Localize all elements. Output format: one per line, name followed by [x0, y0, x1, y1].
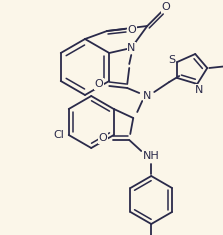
Text: Cl: Cl [53, 130, 64, 140]
Text: O: O [99, 133, 108, 143]
Text: O: O [128, 25, 136, 35]
Text: N: N [143, 91, 151, 101]
Text: N: N [195, 85, 203, 95]
Text: N: N [127, 43, 135, 53]
Text: NH: NH [143, 151, 160, 161]
Text: O: O [162, 2, 171, 12]
Text: O: O [95, 79, 104, 89]
Text: S: S [169, 55, 176, 65]
